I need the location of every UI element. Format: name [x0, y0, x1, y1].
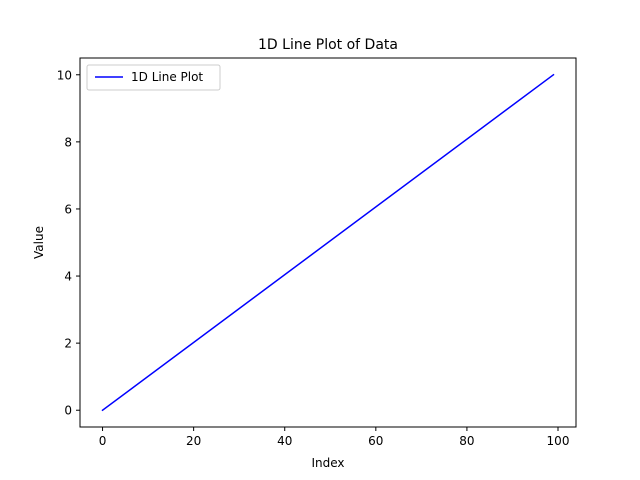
chart-title: 1D Line Plot of Data: [258, 37, 398, 53]
legend-label: 1D Line Plot: [131, 70, 203, 84]
x-tick-label: 80: [459, 434, 474, 448]
y-axis-label: Value: [32, 226, 46, 259]
x-tick-label: 100: [547, 434, 570, 448]
x-tick-label: 0: [99, 434, 107, 448]
y-tick-label: 10: [57, 68, 72, 82]
y-tick-label: 0: [64, 404, 72, 418]
x-tick-label: 60: [368, 434, 383, 448]
legend: 1D Line Plot: [86, 64, 221, 91]
y-tick-label: 8: [64, 135, 72, 149]
y-tick-label: 2: [64, 337, 72, 351]
x-tick-label: 20: [186, 434, 201, 448]
y-tick-label: 4: [64, 270, 72, 284]
x-axis-ticks: 0 20 40 60 80 100: [99, 427, 570, 448]
y-tick-label: 6: [64, 202, 72, 216]
series-lines: [101, 73, 555, 412]
axes-border: [79, 57, 577, 428]
legend-box: [86, 64, 221, 91]
series-line: [101, 73, 555, 412]
x-axis-label: Index: [311, 456, 344, 470]
y-axis-ticks: 0 2 4 6 8 10: [57, 68, 80, 418]
x-tick-label: 40: [277, 434, 292, 448]
